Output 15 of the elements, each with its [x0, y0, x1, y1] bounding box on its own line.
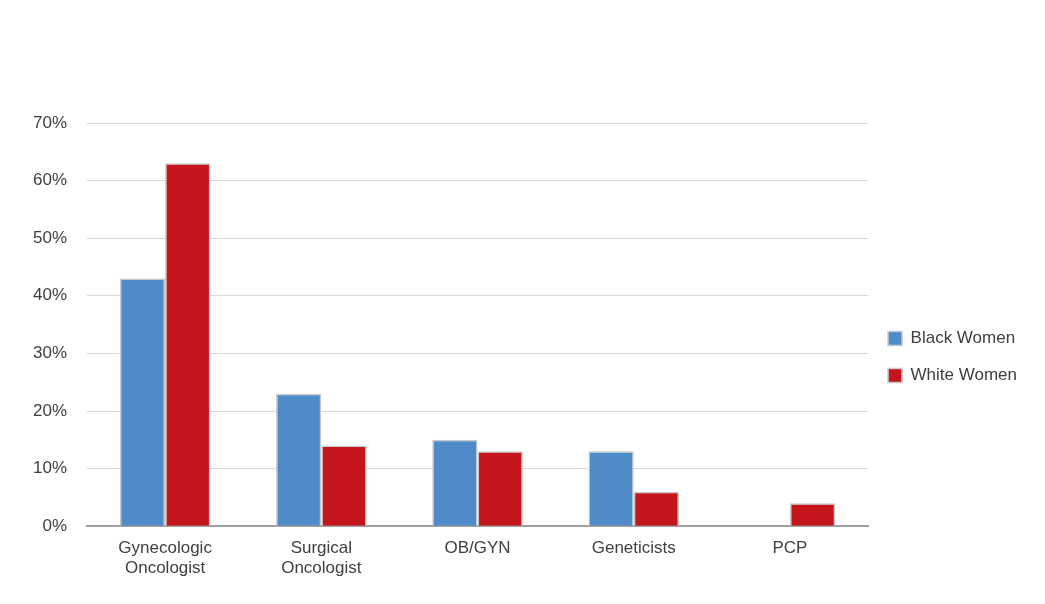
y-tick-label: 60%: [32, 170, 68, 190]
y-tick-label: 20%: [32, 400, 68, 420]
y-tick-label: 70%: [32, 112, 68, 132]
x-tick-label: Gynecologic Oncologist: [118, 538, 213, 578]
x-tick-label: Geneticists: [591, 538, 676, 558]
x-tick-label: Surgical Oncologist: [281, 538, 362, 578]
y-tick-label: 10%: [32, 458, 68, 478]
y-tick-label: 40%: [32, 285, 68, 305]
legend-label: White Women: [910, 365, 1018, 385]
x-tick-label: OB/GYN: [444, 538, 511, 558]
y-tick-label: 50%: [32, 227, 68, 247]
y-tick-label: 0%: [42, 515, 68, 535]
legend-label: Black Women: [910, 328, 1016, 348]
y-tick-label: 30%: [32, 343, 68, 363]
x-tick-label: PCP: [772, 538, 808, 558]
